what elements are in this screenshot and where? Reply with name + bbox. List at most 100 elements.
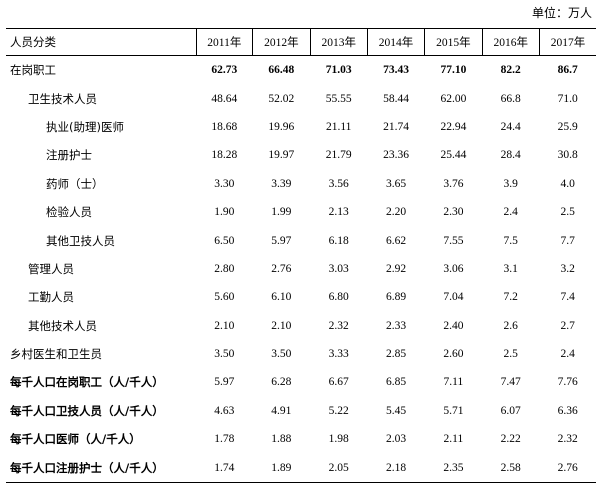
value-cell: 4.63 [214, 404, 235, 417]
header-cell: 2012年 [252, 28, 311, 56]
value-cell: 1.78 [214, 433, 235, 446]
value-cell: 2.05 [310, 453, 368, 483]
value-cell: 6.50 [214, 234, 235, 247]
value-cell: 2.4 [560, 348, 575, 361]
row-label: 药师（士） [46, 176, 104, 191]
value-cell: 52.02 [268, 92, 295, 105]
value-cell: 2.32 [328, 319, 349, 332]
value-cell: 7.2 [503, 291, 518, 304]
row-label: 卫生技术人员 [28, 91, 97, 106]
value-cell: 2.20 [385, 206, 407, 219]
value-cell: 1.74 [196, 453, 253, 483]
header-row: 人员分类 2011年 2012年 2013年 2014年 2015年 2016年 2017年 [6, 28, 596, 56]
table-row: 卫生技术人员 48.64 52.02 55.55 58.44 62.00 66.8 71.0 [6, 84, 596, 112]
row-label: 检验人员 [46, 205, 92, 220]
value-cell: 3.50 [271, 348, 292, 361]
value-cell: 22.94 [440, 120, 467, 133]
header-cell: 2015年 [424, 28, 483, 56]
value-cell: 30.8 [557, 149, 578, 162]
value-cell: 25.44 [440, 149, 467, 162]
header-cell: 2016年 [481, 28, 540, 56]
value-cell: 21.11 [325, 120, 352, 133]
value-cell: 2.58 [482, 453, 540, 483]
value-cell: 19.97 [268, 149, 295, 162]
table-row: 其他卫技人员 6.50 5.97 6.18 6.62 7.55 7.5 7.7 [6, 226, 596, 254]
row-label: 每千人口卫技人员（人/千人） [10, 403, 164, 418]
table-row: 每千人口卫技人员（人/千人） 4.63 4.91 5.22 5.45 5.71 6.07 6.… [6, 397, 596, 425]
value-cell: 1.88 [271, 433, 292, 446]
value-cell: 71.0 [557, 92, 578, 105]
value-cell: 6.67 [328, 376, 349, 389]
value-cell: 2.33 [385, 319, 407, 332]
row-label: 其他卫技人员 [46, 233, 115, 248]
value-cell: 6.36 [557, 404, 578, 417]
value-cell: 6.85 [385, 376, 407, 389]
value-cell: 3.39 [271, 177, 292, 190]
table-row: 工勤人员 5.60 6.10 6.80 6.89 7.04 7.2 7.4 [6, 283, 596, 311]
table-row: 每千人口医师（人/千人） 1.78 1.88 1.98 2.03 2.11 2.22 2.32 [6, 425, 596, 453]
table-row: 在岗职工 62.73 66.48 71.03 73.43 77.10 82.2 86.7 [6, 56, 596, 85]
value-cell: 6.28 [271, 376, 292, 389]
value-cell: 7.76 [557, 376, 578, 389]
value-cell: 6.80 [328, 291, 349, 304]
value-cell: 24.4 [500, 120, 521, 133]
value-cell: 6.89 [385, 291, 407, 304]
row-label: 其他技术人员 [28, 318, 97, 333]
row-label: 乡村医生和卫生员 [10, 347, 102, 362]
value-cell: 1.90 [214, 206, 235, 219]
row-label: 工勤人员 [28, 290, 74, 305]
unit-label: 单位：万人 [531, 6, 592, 20]
value-cell: 3.50 [214, 348, 235, 361]
value-cell: 6.62 [385, 234, 407, 247]
value-cell: 2.10 [271, 319, 292, 332]
table-row: 管理人员 2.80 2.76 3.03 2.92 3.06 3.1 3.2 [6, 255, 596, 283]
table-row: 乡村医生和卫生员 3.50 3.50 3.33 2.85 2.60 2.5 2.4 [6, 340, 596, 368]
value-cell: 3.9 [503, 177, 518, 190]
value-cell: 7.5 [503, 234, 518, 247]
value-cell: 3.76 [443, 177, 464, 190]
value-cell: 2.18 [367, 453, 425, 483]
value-cell: 3.1 [503, 262, 518, 275]
row-label: 每千人口注册护士（人/千人） [6, 453, 196, 483]
value-cell: 7.11 [443, 376, 464, 389]
value-cell: 62.00 [440, 92, 467, 105]
value-cell: 23.36 [383, 149, 409, 162]
value-cell: 5.60 [214, 291, 235, 304]
table-row: 注册护士 18.28 19.97 21.79 23.36 25.44 28.4 30.8 [6, 141, 596, 169]
value-cell: 2.03 [385, 433, 407, 446]
header-cell: 2013年 [309, 28, 368, 56]
table-row: 药师（士） 3.30 3.39 3.56 3.65 3.76 3.9 4.0 [6, 170, 596, 198]
value-cell: 2.80 [214, 262, 235, 275]
value-cell: 1.89 [252, 453, 311, 483]
row-label: 每千人口医师（人/千人） [10, 432, 141, 447]
value-cell: 6.10 [271, 291, 292, 304]
value-cell: 66.8 [500, 92, 521, 105]
table-row: 检验人员 1.90 1.99 2.13 2.20 2.30 2.4 2.5 [6, 198, 596, 226]
header-cell: 2014年 [366, 28, 426, 56]
value-cell: 5.22 [328, 404, 349, 417]
value-cell: 55.55 [325, 92, 352, 105]
value-cell: 82.2 [500, 64, 521, 77]
value-cell: 28.4 [500, 149, 521, 162]
value-cell: 2.60 [443, 348, 464, 361]
value-cell: 2.11 [443, 433, 464, 446]
value-cell: 48.64 [211, 92, 238, 105]
value-cell: 66.48 [268, 64, 295, 77]
value-cell: 7.7 [560, 234, 575, 247]
value-cell: 25.9 [557, 120, 578, 133]
table-row: 每千人口在岗职工（人/千人） 5.97 6.28 6.67 6.85 7.11 7.47 7.… [6, 368, 596, 396]
header-cell: 2017年 [538, 28, 596, 56]
value-cell: 4.0 [560, 177, 575, 190]
value-cell: 2.4 [503, 206, 518, 219]
value-cell: 1.98 [328, 433, 349, 446]
value-cell: 6.18 [328, 234, 349, 247]
value-cell: 2.92 [385, 262, 407, 275]
value-cell: 7.55 [443, 234, 464, 247]
value-cell: 2.40 [443, 319, 464, 332]
value-cell: 3.33 [328, 348, 349, 361]
value-cell: 3.30 [214, 177, 235, 190]
value-cell: 77.10 [440, 64, 467, 77]
value-cell: 3.03 [328, 262, 349, 275]
row-label: 执业(助理)医师 [46, 119, 124, 134]
value-cell: 62.73 [211, 64, 238, 77]
